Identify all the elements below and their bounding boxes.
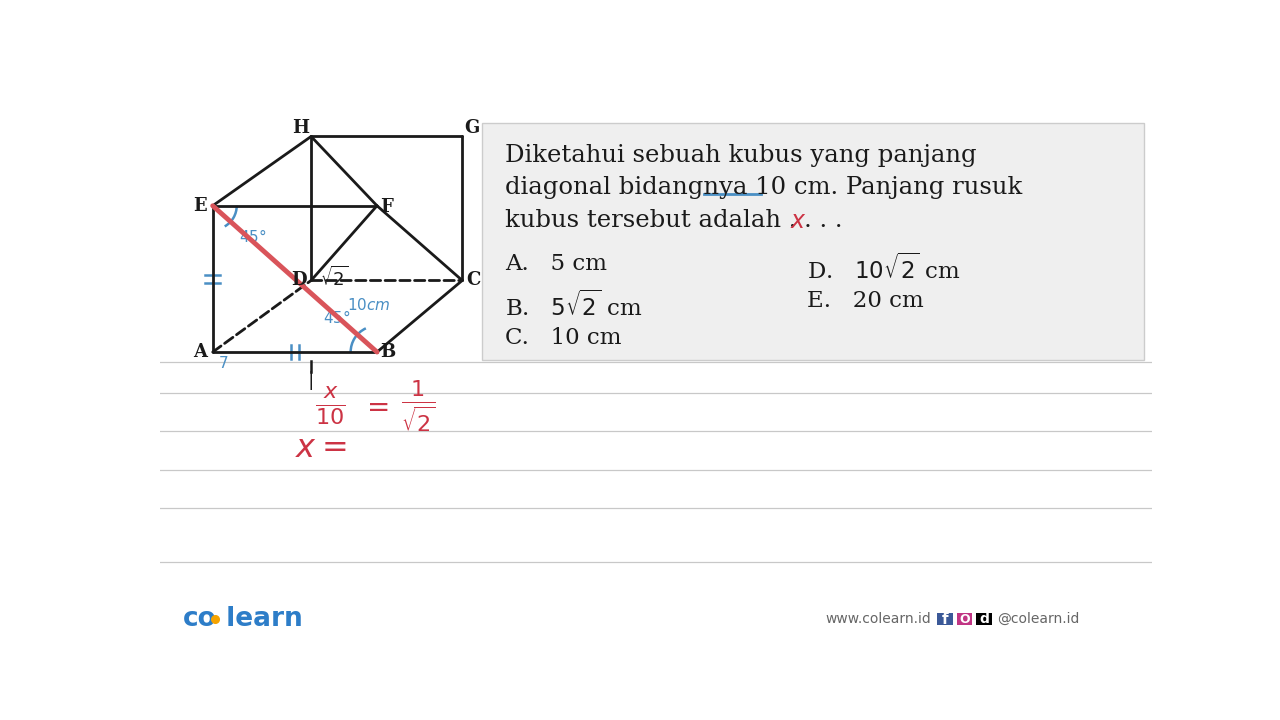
Text: O: O bbox=[959, 613, 970, 626]
Text: learn: learn bbox=[218, 606, 303, 632]
FancyBboxPatch shape bbox=[956, 613, 973, 626]
Text: G: G bbox=[463, 119, 479, 137]
Text: $45°$: $45°$ bbox=[239, 228, 266, 245]
Text: D.   $10\sqrt{2}$ cm: D. $10\sqrt{2}$ cm bbox=[808, 253, 961, 284]
Text: A.   5 cm: A. 5 cm bbox=[504, 253, 607, 276]
Text: www.colearn.id: www.colearn.id bbox=[824, 612, 931, 626]
Text: kubus tersebut adalah . . . .: kubus tersebut adalah . . . . bbox=[504, 209, 842, 232]
Text: @colearn.id: @colearn.id bbox=[997, 612, 1079, 626]
Text: $\frac{x}{10}$: $\frac{x}{10}$ bbox=[315, 384, 346, 427]
Text: $\frac{1}{\sqrt{2}}$: $\frac{1}{\sqrt{2}}$ bbox=[401, 378, 435, 434]
Text: $\mathit{7}$: $\mathit{7}$ bbox=[219, 355, 229, 371]
FancyBboxPatch shape bbox=[481, 122, 1144, 360]
FancyBboxPatch shape bbox=[937, 613, 952, 626]
Text: co: co bbox=[183, 606, 218, 632]
Text: B.   $5\sqrt{2}$ cm: B. $5\sqrt{2}$ cm bbox=[504, 290, 643, 321]
Text: $\sqrt{2}$: $\sqrt{2}$ bbox=[320, 266, 349, 290]
FancyBboxPatch shape bbox=[977, 613, 992, 626]
Text: A: A bbox=[193, 343, 207, 361]
Text: d: d bbox=[979, 612, 988, 626]
Text: B: B bbox=[380, 343, 396, 361]
Text: f: f bbox=[942, 612, 948, 626]
Text: $x =$: $x =$ bbox=[294, 433, 346, 464]
Text: E: E bbox=[193, 197, 207, 215]
Text: E.   20 cm: E. 20 cm bbox=[808, 290, 924, 312]
Text: C.   10 cm: C. 10 cm bbox=[504, 328, 621, 349]
Text: $=$: $=$ bbox=[361, 392, 389, 420]
Text: diagonal bidangnya 10 cm. Panjang rusuk: diagonal bidangnya 10 cm. Panjang rusuk bbox=[504, 176, 1023, 199]
Text: Diketahui sebuah kubus yang panjang: Diketahui sebuah kubus yang panjang bbox=[504, 144, 977, 167]
Text: D: D bbox=[291, 271, 306, 289]
Text: H: H bbox=[292, 119, 308, 137]
Text: $45°$: $45°$ bbox=[323, 309, 351, 326]
Text: C: C bbox=[466, 271, 480, 289]
Text: $\mathit{x}$: $\mathit{x}$ bbox=[790, 209, 806, 233]
Text: |: | bbox=[308, 372, 315, 390]
Text: $10cm$: $10cm$ bbox=[347, 297, 390, 313]
Text: F: F bbox=[380, 198, 393, 216]
